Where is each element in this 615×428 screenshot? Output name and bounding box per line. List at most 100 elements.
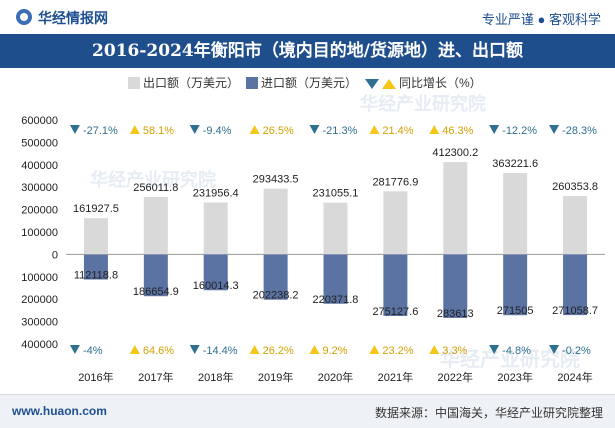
export-bar — [263, 188, 288, 255]
import-growth-up-icon — [309, 345, 320, 354]
y-tick-label: 300000 — [21, 182, 58, 194]
legend-growth-down-icon — [365, 79, 379, 89]
import-value-label: 220371.8 — [313, 294, 359, 306]
export-growth-label: -21.3% — [323, 125, 358, 137]
y-tick-label: 200000 — [21, 205, 58, 217]
import-growth-label: -0.2% — [562, 345, 591, 357]
export-bar — [203, 202, 228, 255]
export-growth-label: -28.3% — [562, 125, 597, 137]
export-bar — [323, 202, 348, 255]
y-tick-label: 100000 — [21, 272, 58, 284]
footer: www.huaon.com 数据来源：中国海关，华经产业研究院整理 — [0, 394, 615, 428]
export-growth-label: -27.1% — [83, 125, 118, 137]
import-value-label: 160014.3 — [193, 280, 239, 292]
export-bar — [503, 173, 528, 255]
export-growth-down-icon — [549, 125, 560, 134]
x-tick-label: 2022年 — [438, 370, 473, 384]
import-bar — [503, 254, 528, 316]
export-value-label: 281776.9 — [372, 176, 418, 188]
y-tick-label: 200000 — [21, 294, 58, 306]
legend-label-growth: 同比增长（%） — [399, 76, 482, 90]
legend-label-export: 出口额（万美元） — [143, 76, 239, 90]
y-tick-label: 600000 — [21, 115, 58, 127]
x-tick-label: 2020年 — [318, 370, 353, 384]
footer-source: 数据来源：中国海关，华经产业研究院整理 — [374, 406, 603, 420]
export-bar — [143, 197, 168, 255]
import-bar — [143, 254, 168, 297]
legend-growth-up-icon — [382, 79, 396, 89]
title-bar: 2016-2024年衡阳市（境内目的地/货源地）进、出口额 — [0, 34, 615, 68]
import-growth-up-icon — [129, 345, 140, 354]
legend-swatch-import — [246, 77, 258, 89]
import-growth-label: -14.4% — [203, 345, 238, 357]
import-growth-down-icon — [549, 345, 560, 354]
footer-website[interactable]: www.huaon.com — [12, 404, 107, 418]
import-value-label: 112118.8 — [74, 270, 118, 282]
x-tick-label: 2016年 — [78, 370, 113, 384]
import-growth-down-icon — [489, 345, 500, 354]
export-growth-up-icon — [249, 125, 260, 134]
export-growth-label: -12.2% — [502, 125, 537, 137]
y-tick-label: 300000 — [21, 317, 58, 329]
export-value-label: 412300.2 — [432, 147, 478, 159]
import-growth-label: -4.8% — [502, 345, 531, 357]
import-growth-label: 64.6% — [143, 345, 174, 357]
export-value-label: 293433.5 — [253, 174, 299, 186]
import-growth-up-icon — [369, 345, 380, 354]
x-tick-label: 2024年 — [557, 370, 592, 384]
import-growth-down-icon — [189, 345, 200, 354]
page-title: 2016-2024年衡阳市（境内目的地/货源地）进、出口额 — [92, 41, 523, 61]
y-tick-label: 400000 — [21, 339, 58, 351]
export-bar — [563, 196, 588, 255]
x-tick-label: 2019年 — [258, 370, 293, 384]
export-growth-up-icon — [369, 125, 380, 134]
import-growth-up-icon — [249, 345, 260, 354]
import-bar — [263, 254, 288, 300]
import-bar — [323, 254, 348, 304]
export-bar — [383, 191, 408, 255]
export-growth-down-icon — [189, 125, 200, 134]
export-growth-down-icon — [489, 125, 500, 134]
export-value-label: 161927.5 — [73, 203, 119, 215]
import-growth-label: -4% — [83, 345, 103, 357]
export-growth-label: 26.5% — [263, 125, 294, 137]
watermark-text: 华经产业研究院 — [440, 347, 580, 371]
logo-icon — [16, 9, 32, 25]
import-growth-up-icon — [429, 345, 440, 354]
export-value-label: 256011.8 — [133, 182, 178, 194]
export-growth-label: 46.3% — [442, 125, 473, 137]
export-bar — [443, 162, 468, 255]
import-value-label: 271505 — [497, 305, 534, 317]
import-bar — [203, 254, 228, 291]
import-bar — [83, 254, 108, 280]
export-growth-label: 58.1% — [143, 125, 174, 137]
import-growth-label: 23.2% — [382, 345, 413, 357]
y-tick-label: 400000 — [21, 160, 58, 172]
import-value-label: 271058.7 — [552, 305, 598, 317]
brand-name[interactable]: 华经情报网 — [38, 10, 108, 26]
import-growth-label: 3.3% — [442, 345, 467, 357]
export-value-label: 363221.6 — [492, 158, 538, 170]
x-tick-label: 2023年 — [497, 370, 532, 384]
tagline: 专业严谨 ● 客观科学 — [481, 12, 601, 27]
export-value-label: 260353.8 — [552, 181, 598, 193]
export-growth-down-icon — [69, 125, 80, 134]
export-growth-up-icon — [429, 125, 440, 134]
x-tick-label: 2018年 — [198, 370, 233, 384]
import-bar — [563, 254, 588, 316]
export-growth-up-icon — [129, 125, 140, 134]
export-value-label: 231055.1 — [313, 188, 359, 200]
import-growth-down-icon — [69, 345, 80, 354]
import-bar — [443, 254, 468, 318]
top-bar: 华经情报网 专业严谨 ● 客观科学 — [0, 0, 615, 34]
export-bar — [83, 218, 108, 255]
y-tick-label: 500000 — [21, 137, 58, 149]
import-bar — [383, 254, 408, 317]
y-tick-label: 100000 — [21, 227, 58, 239]
export-value-label: 231956.4 — [193, 187, 239, 199]
import-value-label: 275127.6 — [372, 306, 418, 318]
watermark-text: 华经产业研究院 — [90, 169, 216, 190]
export-growth-down-icon — [309, 125, 320, 134]
y-tick-label: 0 — [52, 249, 58, 261]
